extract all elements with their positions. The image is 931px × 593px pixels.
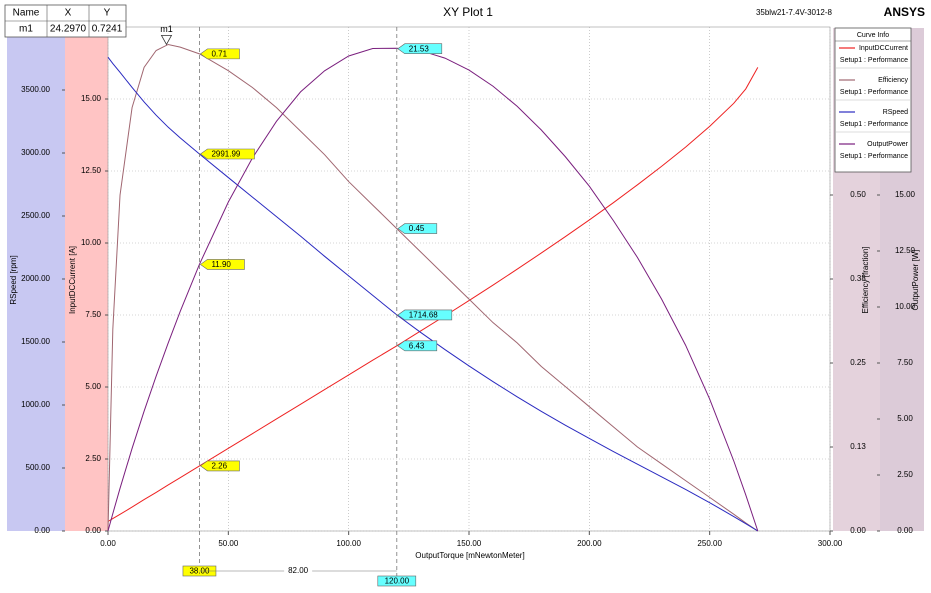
marker-label: 6.43	[409, 341, 425, 350]
y-axis-label: InputDCCurrent [A]	[68, 246, 77, 314]
y-tick-label: 10.00	[81, 238, 102, 247]
legend-label: InputDCCurrent	[859, 45, 908, 52]
legend-subtitle: Setup1 : Performance	[840, 153, 908, 160]
table-header: X	[65, 8, 72, 19]
legend-subtitle: Setup1 : Performance	[840, 121, 908, 128]
y2-tick-label: 1500.00	[21, 337, 50, 346]
y4-tick-label: 5.00	[897, 414, 913, 423]
y3-tick-label: 0.13	[850, 442, 866, 451]
chart-title: XY Plot 1	[443, 5, 493, 19]
delta-label: 82.00	[288, 566, 309, 575]
table-cell: m1	[19, 24, 33, 35]
marker-x-label: 120.00	[385, 577, 410, 586]
rspeed-axis-band	[7, 28, 65, 531]
legend-label: Efficiency	[878, 77, 908, 84]
y3-tick-label: 0.00	[850, 526, 866, 535]
marker-label-box	[397, 309, 453, 321]
current-axis-band	[65, 28, 108, 531]
y2-tick-label: 1000.00	[21, 400, 50, 409]
y3-tick-label: 0.38	[850, 274, 866, 283]
x-tick-label: 200.00	[577, 539, 602, 548]
y4-tick-label: 0.00	[897, 526, 913, 535]
table-cell: 0.7241	[92, 24, 123, 35]
legend-label: OutputPower	[867, 141, 909, 148]
marker-label: 2.26	[211, 462, 227, 471]
y4-tick-label: 15.00	[895, 190, 916, 199]
x-axis-label: OutputTorque [mNewtonMeter]	[415, 551, 524, 560]
y2-axis-label: RSpeed [rpm]	[9, 255, 18, 304]
x-tick-label: 50.00	[218, 539, 239, 548]
legend-subtitle: Setup1 : Performance	[840, 57, 908, 64]
marker-label-box	[397, 43, 443, 55]
marker-x-box	[377, 575, 417, 587]
y3-tick-label: 0.50	[850, 190, 866, 199]
marker-label: 0.45	[409, 224, 425, 233]
table-header: Name	[13, 8, 40, 19]
y4-axis-label: OutputPower [W]	[911, 250, 920, 311]
marker-label-box	[397, 340, 438, 352]
y-tick-label: 7.50	[85, 310, 101, 319]
y2-tick-label: 500.00	[26, 463, 51, 472]
marker-label: 2991.99	[211, 150, 240, 159]
marker-label-box	[199, 460, 240, 472]
point-marker-label: m1	[160, 24, 173, 34]
delta-box	[284, 566, 313, 576]
series-line	[107, 43, 759, 532]
x-tick-label: 150.00	[457, 539, 482, 548]
y2-tick-label: 2000.00	[21, 274, 50, 283]
marker-label-box	[199, 48, 240, 60]
y4-tick-label: 12.50	[895, 246, 916, 255]
point-marker	[160, 35, 173, 46]
y-tick-label: 2.50	[85, 454, 101, 463]
table-cell: 24.2970	[50, 24, 87, 35]
marker-label: 21.53	[409, 44, 430, 53]
y4-tick-label: 10.00	[895, 302, 916, 311]
y-tick-label: 12.50	[81, 166, 102, 175]
table-header: Y	[104, 8, 111, 19]
y2-tick-label: 0.00	[34, 526, 50, 535]
brand: ANSYS	[884, 5, 925, 19]
y2-tick-label: 3000.00	[21, 148, 50, 157]
x-tick-label: 100.00	[336, 539, 361, 548]
marker-label: 11.90	[211, 260, 231, 269]
y2-tick-label: 2500.00	[21, 211, 50, 220]
y2-tick-label: 3500.00	[21, 85, 50, 94]
y3-axis-label: Efficiency [fraction]	[861, 247, 870, 314]
x-tick-label: 250.00	[697, 539, 722, 548]
x-tick-label: 0.00	[100, 539, 116, 548]
y4-tick-label: 7.50	[897, 358, 913, 367]
legend-title: Curve Info	[857, 32, 889, 39]
legend-subtitle: Setup1 : Performance	[840, 89, 908, 96]
marker-label: 1714.68	[409, 311, 438, 320]
legend-label: RSpeed	[883, 109, 908, 116]
y-tick-label: 5.00	[85, 382, 101, 391]
y-tick-label: 15.00	[81, 94, 102, 103]
y3-tick-label: 0.25	[850, 358, 866, 367]
marker-label-box	[397, 223, 438, 234]
marker-label: 0.71	[211, 49, 227, 58]
x-tick-label: 300.00	[818, 539, 843, 548]
marker-label-box	[199, 259, 245, 270]
marker-label-box	[199, 148, 255, 160]
design-name: 35blw21-7.4V-3012-8	[756, 8, 833, 17]
y4-tick-label: 2.50	[897, 470, 913, 479]
y-tick-label: 0.00	[85, 526, 101, 535]
